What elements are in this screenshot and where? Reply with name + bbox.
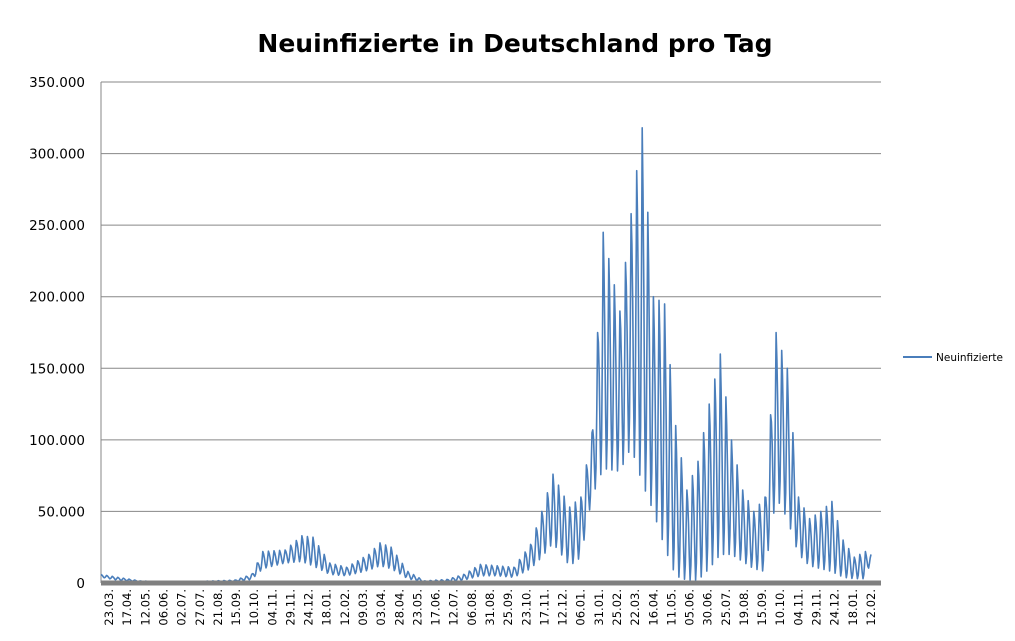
- x-tick-label: 17.04.: [120, 589, 134, 626]
- x-tick-label: 23.03.: [102, 589, 116, 626]
- y-tick-label: 150.000: [29, 361, 85, 377]
- series-line-neuinfizierte: [100, 127, 872, 584]
- x-tick-label: 31.08.: [483, 589, 497, 626]
- x-tick-label: 10.10.: [773, 589, 787, 626]
- legend-label-neuinfizierte: Neuinfizierte: [936, 352, 1003, 364]
- x-tick-label: 18.01.: [320, 589, 334, 626]
- x-tick-label: 04.11.: [265, 589, 279, 626]
- x-tick-label: 15.09.: [755, 589, 769, 626]
- x-tick-label: 23.05.: [410, 589, 424, 626]
- x-axis-ticks: 23.03. 17.04. 12.05. 06.06. 02.07. 27.07. 21.0…: [102, 589, 878, 626]
- chart-title: Neuinfizierte in Deutschland pro Tag: [257, 29, 772, 58]
- x-tick-label: 27.07.: [193, 589, 207, 626]
- x-tick-label: 12.02.: [864, 589, 878, 626]
- x-tick-label: 17.06.: [429, 589, 443, 626]
- x-tick-label: 05.06.: [683, 589, 697, 626]
- legend: Neuinfizierte: [903, 352, 1003, 364]
- x-tick-label: 16.04.: [646, 589, 660, 626]
- y-tick-label: 300.000: [29, 147, 85, 163]
- x-tick-label: 25.07.: [719, 589, 733, 626]
- x-tick-label: 04.11.: [791, 589, 805, 626]
- y-tick-label: 0: [76, 576, 85, 592]
- x-tick-label: 25.02.: [610, 589, 624, 626]
- x-tick-label: 11.05.: [664, 589, 678, 626]
- x-tick-label: 12.07.: [447, 589, 461, 626]
- x-tick-label: 25.09.: [501, 589, 515, 626]
- x-tick-label: 12.05.: [138, 589, 152, 626]
- x-tick-label: 12.12.: [556, 589, 570, 626]
- y-tick-label: 100.000: [29, 433, 85, 449]
- x-tick-label: 29.11.: [810, 589, 824, 626]
- y-tick-label: 350.000: [29, 75, 85, 91]
- series-group: [100, 127, 872, 584]
- x-tick-label: 31.01.: [592, 589, 606, 626]
- y-tick-label: 200.000: [29, 290, 85, 306]
- x-tick-label: 24.12.: [828, 589, 842, 626]
- x-tick-label: 23.10.: [519, 589, 533, 626]
- x-tick-label: 18.01.: [846, 589, 860, 626]
- x-tick-label: 17.11.: [537, 589, 551, 626]
- x-tick-label: 12.02.: [338, 589, 352, 626]
- y-tick-label: 50.000: [38, 504, 85, 520]
- x-tick-label: 06.01.: [574, 589, 588, 626]
- y-axis-ticks: 0 50.000 100.000 150.000 200.000 250.000 300.0…: [29, 75, 85, 592]
- x-tick-label: 03.04.: [374, 589, 388, 626]
- x-tick-label: 06.08.: [465, 589, 479, 626]
- x-tick-label: 09.03.: [356, 589, 370, 626]
- x-tick-label: 29.11.: [283, 589, 297, 626]
- gridlines: [100, 81, 881, 583]
- x-tick-label: 02.07.: [175, 589, 189, 626]
- x-tick-label: 10.10.: [247, 589, 261, 626]
- x-tick-label: 15.09.: [229, 589, 243, 626]
- x-tick-label: 30.06.: [701, 589, 715, 626]
- x-tick-label: 21.08.: [211, 589, 225, 626]
- y-tick-label: 250.000: [29, 218, 85, 234]
- x-tick-label: 06.06.: [156, 589, 170, 626]
- x-tick-label: 24.12.: [302, 589, 316, 626]
- x-tick-label: 19.08.: [737, 589, 751, 626]
- x-tick-label: 22.03.: [628, 589, 642, 626]
- x-tick-label: 28.04.: [392, 589, 406, 626]
